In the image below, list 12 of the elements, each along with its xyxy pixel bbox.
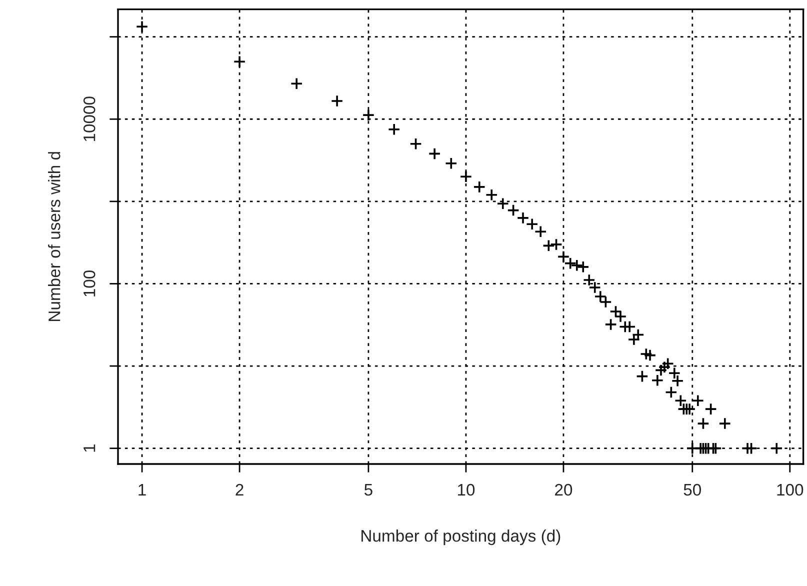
x-tick-label: 10 — [458, 484, 475, 496]
y-axis-title: Number of users with d — [48, 152, 60, 321]
x-tick-label: 20 — [555, 484, 572, 496]
x-tick-label: 5 — [364, 484, 372, 496]
x-tick-label: 2 — [236, 484, 244, 496]
y-tick-label: 100 — [83, 270, 96, 296]
y-tick-label: 10000 — [83, 96, 96, 142]
x-tick-label: 50 — [684, 484, 701, 496]
y-tick-label: 1 — [84, 444, 96, 452]
x-axis-title: Number of posting days (d) — [362, 530, 560, 546]
x-tick-label: 1 — [138, 484, 146, 496]
x-tick-label: 100 — [777, 484, 804, 496]
